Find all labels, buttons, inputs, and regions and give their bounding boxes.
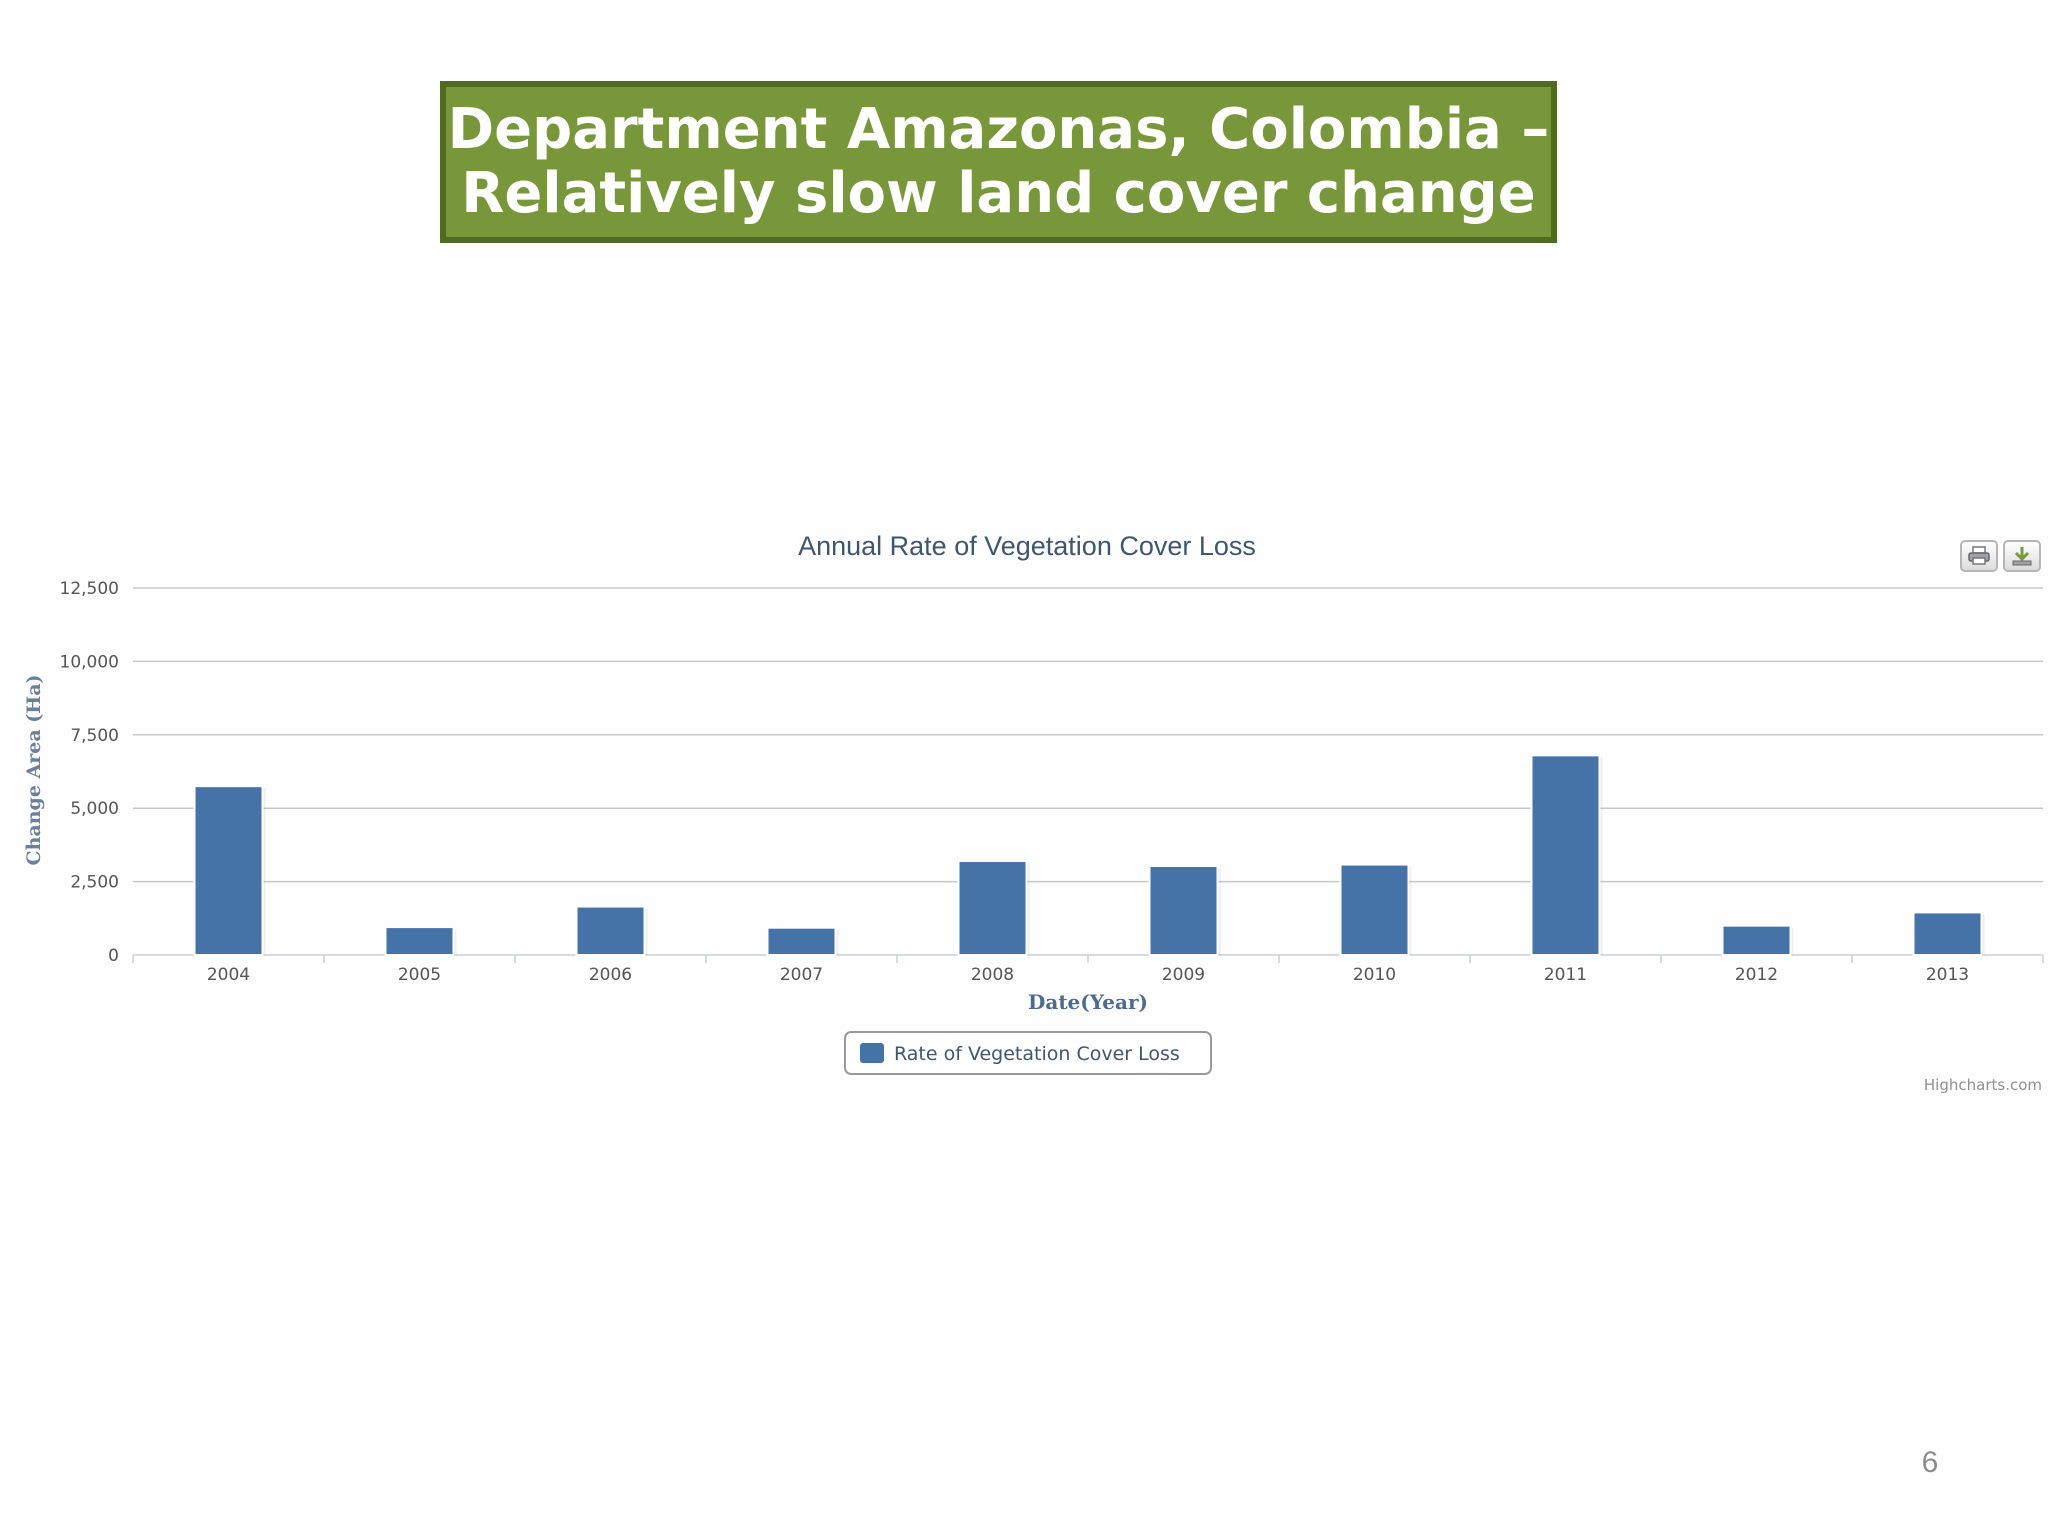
- x-axis-tick-labels: 2004 2005 2006 2007 2008 2009 2010 2011 2012 2013: [132, 955, 2044, 985]
- print-button[interactable]: [1960, 540, 1998, 572]
- y-tick-label: 5,000: [70, 799, 119, 819]
- legend-swatch: [860, 1043, 884, 1063]
- bar-2008[interactable]: [957, 860, 1028, 957]
- download-icon: [2012, 547, 2032, 566]
- bars: [193, 754, 1985, 957]
- x-tick-label: 2012: [1735, 965, 1778, 985]
- x-tick-label: 2006: [589, 965, 632, 985]
- bar-2013[interactable]: [1912, 911, 1983, 957]
- x-tick-label: 2008: [971, 965, 1014, 985]
- legend-item-label[interactable]: Rate of Vegetation Cover Loss: [894, 1043, 1180, 1065]
- y-tick-label: 2,500: [70, 873, 119, 893]
- x-tick-label: 2004: [207, 965, 250, 985]
- y-tick-label: 0: [108, 946, 119, 966]
- y-axis-label: Change Area (Ha): [23, 674, 45, 865]
- chart-background: [0, 520, 2048, 1100]
- chart-credits[interactable]: Highcharts.com: [1924, 1076, 2042, 1094]
- y-tick-label: 10,000: [60, 652, 119, 672]
- bar-chart: Annual Rate of Vegetation Cover Loss 0 2,…: [0, 520, 2048, 1100]
- x-tick-label: 2009: [1162, 965, 1205, 985]
- y-axis-tick-labels: 0 2,500 5,000 7,500 10,000 12,500: [60, 579, 119, 966]
- bar-2012[interactable]: [1721, 924, 1792, 957]
- download-button[interactable]: [2003, 540, 2041, 572]
- x-tick-label: 2005: [398, 965, 441, 985]
- slide-title: Department Amazonas, Colombia – Relative…: [440, 81, 1557, 243]
- bar-2007[interactable]: [766, 926, 837, 956]
- x-tick-label: 2007: [780, 965, 823, 985]
- bar-2009[interactable]: [1148, 865, 1219, 957]
- x-axis-label: Date(Year): [1028, 990, 1148, 1014]
- x-tick-label: 2013: [1926, 965, 1969, 985]
- y-tick-label: 7,500: [70, 726, 119, 746]
- chart-title: Annual Rate of Vegetation Cover Loss: [798, 531, 1256, 561]
- printer-icon: [1968, 546, 1990, 565]
- bar-2005[interactable]: [384, 926, 455, 957]
- y-tick-label: 12,500: [60, 579, 119, 599]
- slide-title-line-2: Relatively slow land cover change: [461, 161, 1536, 226]
- x-tick-label: 2010: [1353, 965, 1396, 985]
- bar-2006[interactable]: [575, 905, 646, 956]
- slide-title-line-1: Department Amazonas, Colombia –: [447, 97, 1550, 162]
- bar-2004[interactable]: [193, 785, 264, 956]
- bar-2011[interactable]: [1530, 754, 1601, 956]
- legend-box: [844, 1031, 1212, 1075]
- legend[interactable]: Rate of Vegetation Cover Loss: [844, 1031, 1212, 1075]
- bar-2010[interactable]: [1339, 863, 1410, 956]
- x-tick-label: 2011: [1544, 965, 1587, 985]
- page-number: 6: [1921, 1446, 1939, 1479]
